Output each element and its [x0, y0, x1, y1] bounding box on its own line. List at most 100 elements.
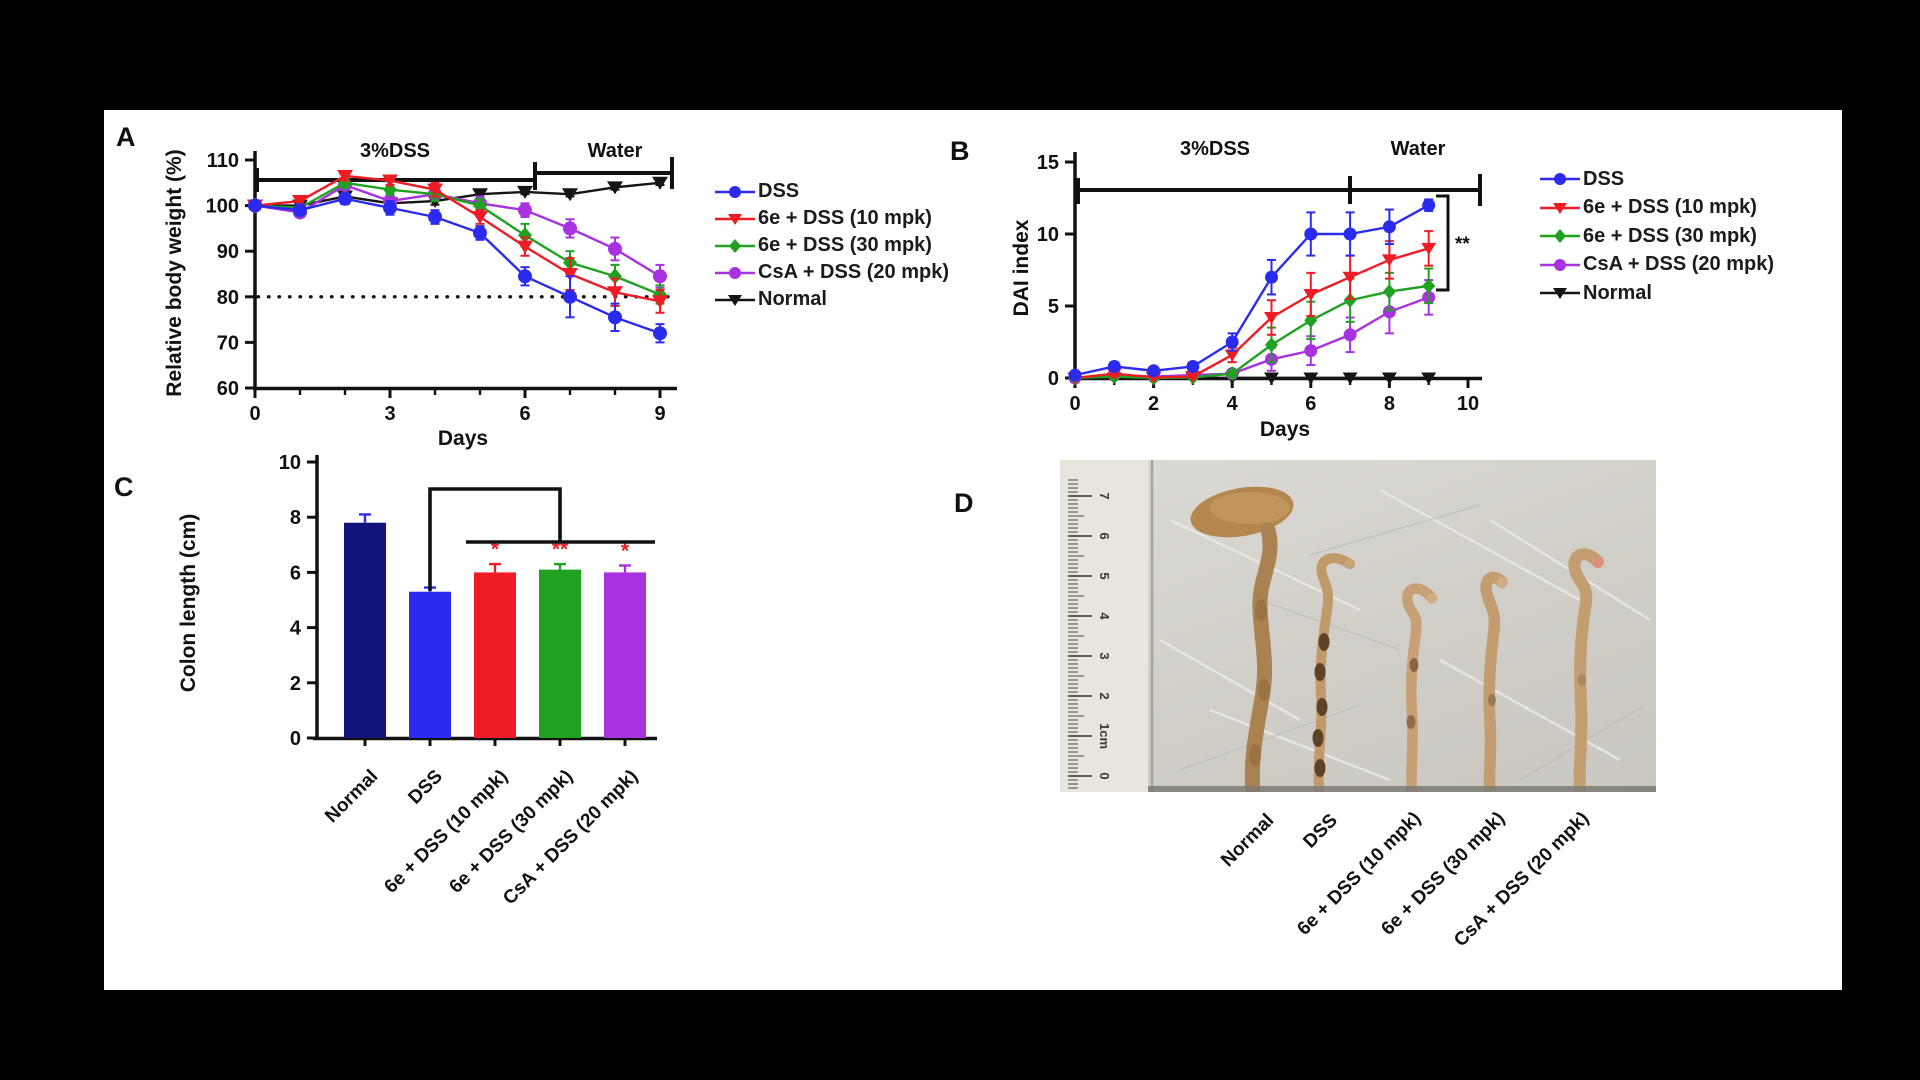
- svg-text:10: 10: [279, 452, 301, 474]
- svg-text:0: 0: [290, 728, 301, 750]
- panel-c-axes: 10 8 6 4 2 0 Colon length (cm): [177, 452, 657, 750]
- svg-text:Colon length (cm): Colon length (cm): [177, 514, 200, 692]
- panel-a-axes: 110 100 90 80 70 60 0 3 6 9 Days Relative body weig…: [163, 149, 677, 450]
- colon-photo-graphic: 7 6 5 4 3 2 1cm 0: [1060, 460, 1656, 800]
- svg-text:6: 6: [519, 403, 530, 425]
- legend-row: 6e + DSS (30 mpk): [712, 232, 949, 259]
- svg-text:80: 80: [217, 287, 239, 309]
- bars: * ** *: [344, 513, 646, 738]
- panel-b-axes: 15 10 5 00 2 4 6 8 10 Days DAI index: [1010, 152, 1482, 441]
- legend-row: Normal: [712, 286, 949, 313]
- legend-label: Normal: [1583, 281, 1652, 304]
- svg-text:1cm: 1cm: [1097, 723, 1112, 749]
- svg-text:4: 4: [1227, 393, 1239, 415]
- svg-text:Days: Days: [1260, 418, 1310, 441]
- legend-row: 6e + DSS (10 mpk): [712, 205, 949, 232]
- panel-b-legend: DSS 6e + DSS (10 mpk) 6e + DSS (30 mpk) CsA…: [1537, 165, 1774, 308]
- svg-text:60: 60: [217, 378, 239, 400]
- svg-text:3: 3: [384, 403, 395, 425]
- panel-d-photo: 7 6 5 4 3 2 1cm 0: [1060, 460, 1656, 800]
- svg-text:8: 8: [290, 507, 301, 529]
- colon-specimen-6e-30mpk: [1480, 571, 1508, 798]
- phase-brackets: 3%DSS Water: [1076, 138, 1482, 206]
- svg-text:4: 4: [290, 618, 302, 640]
- photo-bottom-edge: [1148, 786, 1656, 792]
- svg-text:Days: Days: [438, 427, 488, 450]
- series-csa-dss-20-mpk-: [1068, 279, 1436, 385]
- colon-specimen-dss: [1312, 553, 1355, 797]
- svg-text:90: 90: [217, 241, 239, 263]
- panel-b-label: B: [950, 136, 970, 166]
- svg-text:2: 2: [290, 673, 301, 695]
- significance-lines: [428, 487, 655, 591]
- triangle-down-marker-icon: [715, 213, 755, 225]
- svg-text:0: 0: [249, 403, 260, 425]
- svg-text:0: 0: [1097, 772, 1112, 779]
- svg-text:**: **: [1455, 234, 1470, 255]
- svg-text:2: 2: [1097, 692, 1112, 699]
- triangle-down-marker-icon: [715, 294, 755, 306]
- circle-marker-icon: [715, 266, 755, 279]
- legend-label: CsA + DSS (20 mpk): [1583, 253, 1774, 276]
- series-6e-dss-10-mpk-: [247, 169, 668, 314]
- legend-row: DSS: [1537, 165, 1774, 194]
- svg-text:DAI index: DAI index: [1010, 219, 1033, 316]
- svg-text:7: 7: [1097, 492, 1112, 499]
- panel-b-chart: 15 10 5 00 2 4 6 8 10 Days DAI index 3%DSS Water **: [1010, 138, 1482, 441]
- legend-label: 6e + DSS (10 mpk): [1583, 196, 1757, 219]
- svg-text:4: 4: [1097, 612, 1112, 620]
- panel-a-legend: DSS 6e + DSS (10 mpk) 6e + DSS (30 mpk) CsA…: [712, 178, 949, 313]
- phase-brackets: 3%DSS Water: [255, 140, 674, 192]
- ruler: 7 6 5 4 3 2 1cm 0: [1060, 460, 1148, 792]
- svg-text:**: **: [552, 538, 569, 561]
- panel-c-label: C: [114, 472, 134, 502]
- svg-text:Water: Water: [588, 140, 643, 162]
- legend-label: Normal: [758, 288, 827, 310]
- panel-a-label: A: [116, 122, 136, 152]
- legend-row: Normal: [1537, 279, 1774, 308]
- panel-d-label: D: [954, 488, 974, 518]
- svg-text:6: 6: [1097, 532, 1112, 539]
- svg-text:0: 0: [1069, 393, 1080, 415]
- series-dss: [248, 191, 667, 344]
- svg-text:10: 10: [1457, 393, 1479, 415]
- colon-specimen-csa-20mpk: [1568, 548, 1604, 798]
- svg-text:5: 5: [1097, 572, 1112, 579]
- triangle-down-marker-icon: [1540, 288, 1580, 300]
- colon-specimen-6e-10mpk: [1402, 583, 1438, 798]
- svg-text:6: 6: [1305, 393, 1316, 415]
- legend-row: CsA + DSS (20 mpk): [1537, 251, 1774, 280]
- diamond-marker-icon: [1540, 229, 1580, 244]
- svg-text:2: 2: [1148, 393, 1159, 415]
- svg-text:3%DSS: 3%DSS: [1180, 138, 1250, 160]
- circle-marker-icon: [715, 185, 755, 198]
- svg-text:10: 10: [1037, 224, 1059, 246]
- colon-specimen-normal: [1190, 486, 1294, 800]
- svg-text:110: 110: [207, 150, 239, 172]
- svg-text:100: 100: [206, 196, 239, 218]
- legend-label: 6e + DSS (10 mpk): [758, 207, 932, 229]
- svg-text:0: 0: [1048, 368, 1059, 390]
- legend-row: DSS: [712, 178, 949, 205]
- svg-text:5: 5: [1048, 296, 1059, 318]
- circle-marker-icon: [1540, 173, 1580, 186]
- panel-a-chart: 110 100 90 80 70 60 0 3 6 9 Days Relative body weig…: [163, 140, 680, 450]
- svg-text:Water: Water: [1391, 138, 1446, 160]
- svg-text:8: 8: [1384, 393, 1395, 415]
- svg-text:6: 6: [290, 562, 301, 584]
- svg-text:3: 3: [1097, 652, 1112, 659]
- legend-row: CsA + DSS (20 mpk): [712, 259, 949, 286]
- svg-text:*: *: [621, 540, 630, 563]
- legend-label: 6e + DSS (30 mpk): [758, 234, 932, 256]
- svg-text:15: 15: [1037, 152, 1059, 174]
- svg-text:3%DSS: 3%DSS: [360, 140, 430, 162]
- series-dss: [1068, 198, 1436, 382]
- legend-row: 6e + DSS (10 mpk): [1537, 194, 1774, 223]
- triangle-down-marker-icon: [1540, 202, 1580, 214]
- svg-text:9: 9: [654, 403, 665, 425]
- svg-text:Relative body weight (%): Relative body weight (%): [163, 149, 186, 396]
- legend-label: DSS: [758, 180, 800, 202]
- diamond-marker-icon: [715, 238, 755, 253]
- legend-label: CsA + DSS (20 mpk): [758, 261, 949, 283]
